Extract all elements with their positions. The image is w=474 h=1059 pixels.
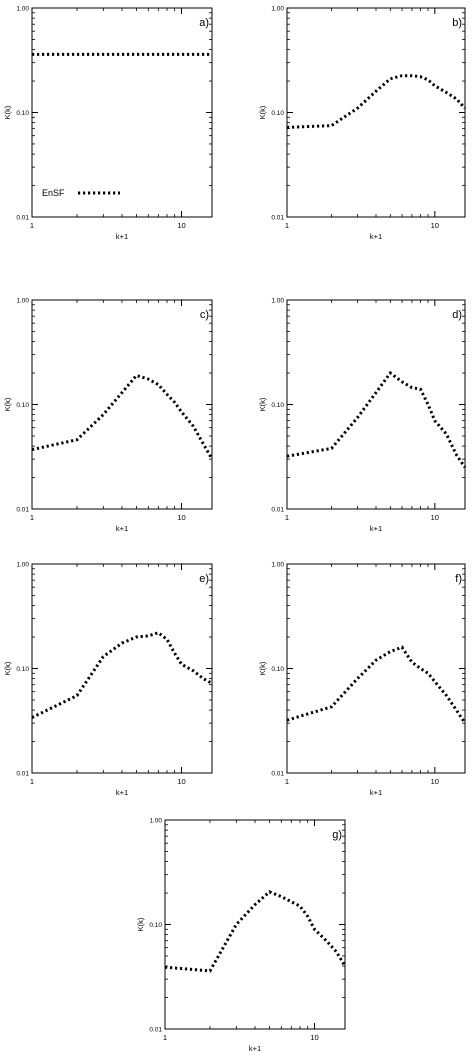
plot-frame: [31, 299, 213, 510]
plot-frame: [286, 7, 466, 218]
chart-panel-7: 1 10 0.01 0.10 1.00 k+1 K(k) g): [136, 818, 347, 1053]
y-tick-label: 1.00: [271, 6, 284, 13]
y-tick-label: 0.01: [149, 1027, 162, 1034]
y-tick-label: 0.10: [16, 402, 29, 409]
panel-label: c): [200, 309, 209, 321]
x-tick-label: 1: [30, 513, 34, 522]
chart-panel-2: 1 10 0.01 0.10 1.00 k+1 K(k) b): [258, 6, 467, 241]
y-tick-label: 1.00: [271, 298, 284, 305]
y-tick-label: 0.10: [16, 666, 29, 673]
y-axis-title: K(k): [3, 105, 12, 119]
chart-panel-5: 1 10 0.01 0.10 1.00 k+1 K(k) e): [3, 562, 213, 797]
plot-frame: [286, 299, 466, 510]
x-tick-label: 1: [163, 1033, 167, 1042]
x-axis-title: k+1: [370, 232, 382, 241]
series-line-1: [286, 74, 467, 129]
y-tick-label: 0.01: [271, 771, 284, 778]
x-tick-label: 10: [431, 777, 439, 786]
y-tick-label: 0.10: [271, 110, 284, 117]
x-tick-label: 1: [30, 777, 34, 786]
x-axis-title: k+1: [116, 524, 128, 533]
x-tick-label: 10: [177, 221, 185, 230]
x-axis-title: k+1: [370, 788, 382, 797]
y-tick-label: 1.00: [16, 562, 29, 569]
y-tick-label: 0.01: [16, 507, 29, 514]
x-tick-label: 1: [285, 513, 289, 522]
chart-panel-1: 1 10 0.01 0.10 1.00 k+1 K(k) a) EnSF: [3, 6, 213, 241]
panel-label: g): [332, 829, 342, 841]
plot-frame: [286, 563, 466, 774]
y-axis-title: K(k): [258, 661, 267, 675]
y-tick-label: 0.01: [271, 215, 284, 222]
panel-label: a): [199, 17, 209, 29]
x-tick-label: 10: [177, 513, 185, 522]
y-axis-title: K(k): [258, 397, 267, 411]
y-tick-label: 0.01: [16, 771, 29, 778]
x-tick-label: 10: [431, 221, 439, 230]
y-tick-label: 0.10: [271, 402, 284, 409]
panel-label: b): [452, 17, 462, 29]
y-tick-label: 1.00: [271, 562, 284, 569]
chart-panel-4: 1 10 0.01 0.10 1.00 k+1 K(k) d): [258, 298, 467, 533]
panel-label: e): [199, 573, 209, 585]
panel-label: d): [452, 309, 462, 321]
y-axis-title: K(k): [258, 105, 267, 119]
x-axis-title: k+1: [370, 524, 382, 533]
legend-label: EnSF: [42, 188, 65, 198]
series-line-1: [164, 890, 347, 973]
x-tick-label: 10: [177, 777, 185, 786]
y-tick-label: 1.00: [149, 818, 162, 825]
x-tick-label: 1: [30, 221, 34, 230]
y-tick-label: 0.10: [16, 110, 29, 117]
y-tick-label: 1.00: [16, 298, 29, 305]
x-axis-title: k+1: [249, 1044, 261, 1053]
y-axis-title: K(k): [136, 917, 145, 931]
series-line-1: [286, 370, 467, 469]
x-tick-label: 10: [431, 513, 439, 522]
y-tick-label: 0.01: [16, 215, 29, 222]
plot-frame: [31, 563, 213, 774]
y-tick-label: 0.10: [271, 666, 284, 673]
series-line-1: [31, 373, 214, 460]
x-tick-label: 1: [285, 777, 289, 786]
chart-panel-3: 1 10 0.01 0.10 1.00 k+1 K(k) c): [3, 298, 214, 533]
x-axis-title: k+1: [116, 232, 128, 241]
plot-frame: [31, 7, 213, 218]
y-tick-label: 0.10: [149, 922, 162, 929]
series-line-1: [31, 631, 213, 719]
plot-frame: [164, 819, 346, 1030]
series-line-1: [286, 645, 467, 724]
x-tick-label: 1: [285, 221, 289, 230]
chart-panel-6: 1 10 0.01 0.10 1.00 k+1 K(k) f): [258, 562, 467, 797]
y-tick-label: 1.00: [16, 6, 29, 13]
y-tick-label: 0.01: [271, 507, 284, 514]
y-axis-title: K(k): [3, 661, 12, 675]
panel-label: f): [455, 573, 462, 585]
x-tick-label: 10: [310, 1033, 318, 1042]
y-axis-title: K(k): [3, 397, 12, 411]
x-axis-title: k+1: [116, 788, 128, 797]
